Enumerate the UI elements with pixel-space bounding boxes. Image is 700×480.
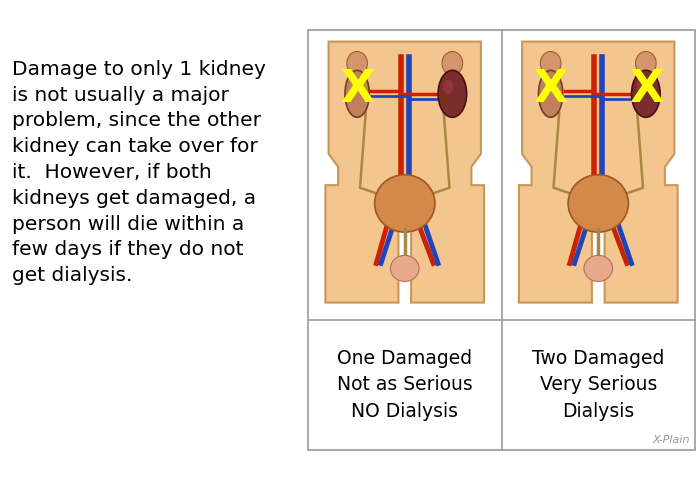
- Text: Two Damaged
Very Serious
Dialysis: Two Damaged Very Serious Dialysis: [532, 349, 664, 421]
- Text: Damage to only 1 kidney
is not usually a major
problem, since the other
kidney c: Damage to only 1 kidney is not usually a…: [12, 60, 266, 285]
- Text: X: X: [629, 68, 663, 110]
- PathPatch shape: [326, 42, 484, 302]
- Ellipse shape: [584, 255, 612, 281]
- Ellipse shape: [631, 70, 660, 117]
- Bar: [308, 30, 695, 450]
- Ellipse shape: [442, 51, 463, 75]
- Ellipse shape: [568, 175, 629, 232]
- Ellipse shape: [636, 80, 647, 94]
- Text: X: X: [533, 68, 568, 110]
- Ellipse shape: [443, 80, 453, 94]
- Text: One Damaged
Not as Serious
NO Dialysis: One Damaged Not as Serious NO Dialysis: [337, 349, 472, 421]
- Ellipse shape: [374, 175, 435, 232]
- Ellipse shape: [391, 255, 419, 281]
- Ellipse shape: [438, 70, 467, 117]
- Ellipse shape: [346, 51, 368, 75]
- PathPatch shape: [519, 42, 678, 302]
- Text: X: X: [340, 68, 374, 110]
- Ellipse shape: [345, 70, 370, 117]
- Text: X-Plain: X-Plain: [652, 435, 690, 445]
- Ellipse shape: [636, 51, 656, 75]
- Ellipse shape: [538, 70, 563, 117]
- Ellipse shape: [540, 51, 561, 75]
